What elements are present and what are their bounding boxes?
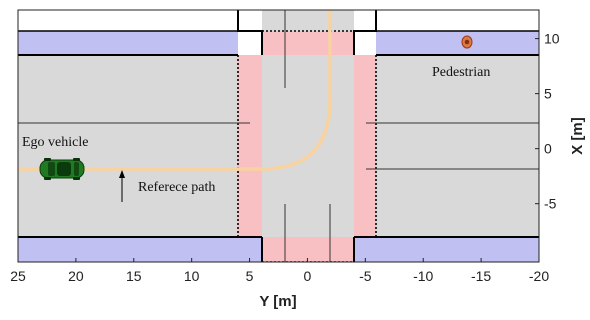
crosswalk-borders [237,30,377,262]
crosswalk-left [238,55,262,237]
x-tick-label: 15 [126,268,142,284]
x-tick-label: 25 [10,268,26,284]
y-tick-label: 5 [544,86,552,102]
green-car-icon [39,158,85,180]
plot-frame [17,9,540,263]
x-axis-label: Y [m] [259,293,296,310]
x-tick-label: 5 [246,268,254,284]
x-tick-label: -5 [359,268,372,284]
x-tick-label: -15 [471,268,491,284]
reference-path [18,10,332,171]
sidewalk-bottom-left [18,237,262,262]
reference-path-label: Referece path [138,180,215,195]
x-tick-label: 20 [68,268,84,284]
y-tick-label: 0 [544,141,552,157]
x-tick-label: -10 [413,268,433,284]
road-edges [18,10,539,262]
y-axis-ticks: 10 5 0 -5 [535,31,560,212]
pedestrian-icon [461,35,473,49]
reference-path-arrow [119,170,125,202]
sidewalk-top-right [376,31,539,55]
y-tick-label: 10 [544,31,560,47]
crosswalk-bottom [262,237,354,262]
sidewalk-top-left [18,31,238,55]
x-tick-label: 0 [304,268,312,284]
plot-area [18,10,539,262]
x-tick-label: -20 [529,268,549,284]
y-axis-label: X [m] [569,117,586,155]
pedestrian-label: Pedestrian [432,65,490,80]
x-tick-label: 10 [184,268,200,284]
sidewalk-bottom-right [354,237,539,262]
y-tick-label: -5 [544,196,557,212]
x-axis-ticks: 25 20 15 10 5 0 -5 -10 -15 -20 [10,258,549,284]
crosswalk-top [262,31,354,55]
crosswalk-right [354,55,376,237]
ego-vehicle-label: Ego vehicle [22,135,88,150]
